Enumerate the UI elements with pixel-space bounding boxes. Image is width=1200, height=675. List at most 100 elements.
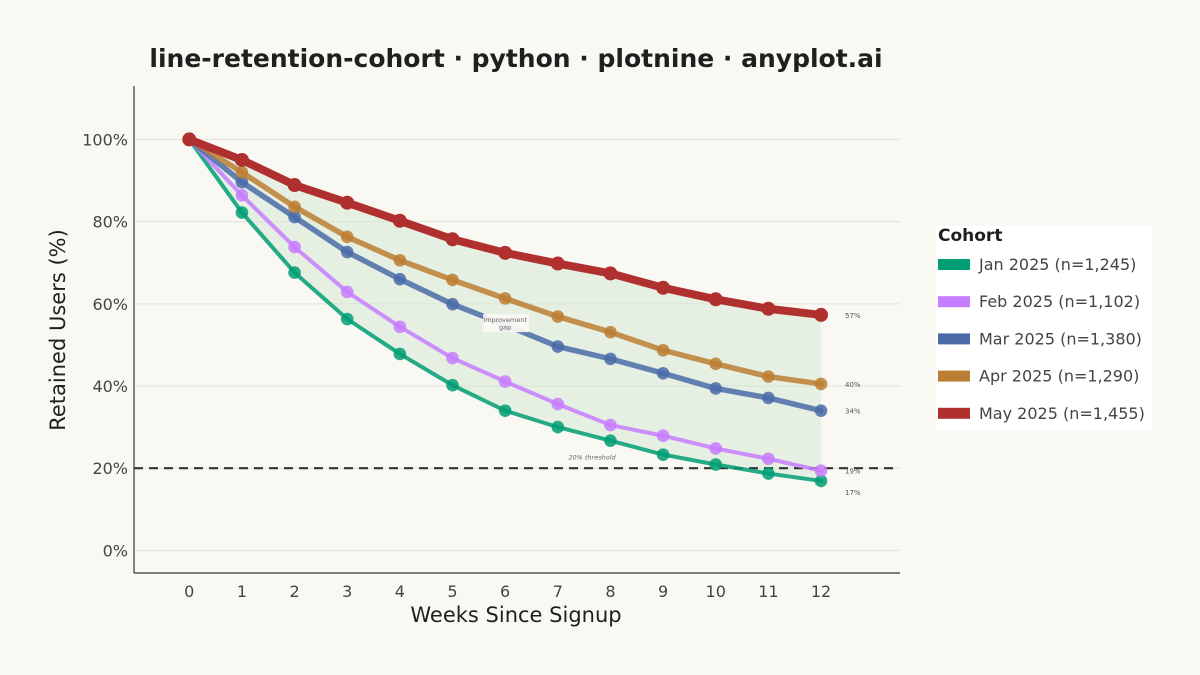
series-1 [182, 133, 828, 477]
series-3-point-9 [656, 343, 670, 357]
y-tick-label: 80% [92, 213, 128, 232]
series-1-point-1 [235, 189, 249, 202]
series-0-point-11 [762, 467, 775, 480]
series-1-point-3 [340, 285, 354, 299]
x-tick-label: 7 [553, 582, 563, 601]
series-0-point-12 [814, 474, 828, 488]
series-2-point-12 [814, 404, 828, 417]
axes [133, 86, 900, 574]
series-3-point-12 [814, 377, 828, 391]
series-0-point-2 [288, 266, 301, 279]
series-layer [182, 132, 829, 488]
legend-swatch-1 [938, 296, 970, 308]
y-tick-label: 60% [92, 295, 128, 314]
end-labels: 17% 19% 34% 40% 57% [845, 312, 861, 497]
legend-swatch-3 [938, 370, 970, 382]
series-3-point-2 [288, 200, 301, 214]
series-1-point-9 [656, 429, 670, 443]
x-tick-label: 6 [500, 582, 510, 601]
series-1-point-2 [288, 240, 301, 254]
legend-swatch-4 [938, 407, 970, 419]
series-0-point-9 [656, 448, 670, 461]
series-3-point-6 [498, 292, 512, 305]
x-tick-label: 1 [237, 582, 247, 601]
end-label-2: 34% [845, 408, 861, 416]
x-tick-label: 11 [758, 582, 778, 601]
annotation-text-1: Improvement [483, 316, 527, 324]
series-2-point-4 [393, 272, 407, 286]
series-1-point-12 [814, 464, 828, 477]
series-2-point-9 [656, 366, 670, 380]
legend-swatch-2 [938, 333, 970, 345]
y-tick-label: 20% [92, 459, 128, 478]
series-4-point-7 [550, 256, 565, 271]
annotation-text-2: gap [499, 324, 511, 332]
series-4 [182, 132, 829, 322]
end-label-4: 57% [845, 312, 861, 320]
y-tick-label: 0% [103, 541, 128, 560]
y-tick-label: 40% [92, 377, 128, 396]
series-4-point-4 [392, 213, 407, 228]
series-0-point-7 [551, 420, 565, 434]
annotation-box [483, 314, 530, 333]
series-4-point-5 [445, 232, 460, 247]
series-1-point-6 [498, 375, 512, 388]
legend-entry-2: Mar 2025 (n=1,380) [979, 329, 1142, 348]
tick-labels: 0%20%40%60%80%100%0 1 2 3 4 5 6 7 8 9 10 11 12 [82, 130, 831, 601]
series-2-point-8 [604, 352, 617, 366]
legend-background [936, 226, 1152, 431]
series-0 [182, 133, 828, 488]
series-2-point-1 [235, 175, 249, 189]
series-0-point-1 [235, 206, 249, 219]
series-3-point-4 [393, 253, 407, 267]
improvement-band-layer [189, 139, 822, 481]
series-4-point-1 [234, 152, 249, 167]
legend-title: Cohort [938, 226, 1002, 246]
x-tick-label: 3 [342, 582, 352, 601]
y-axis-title: Retained Users (%) [46, 229, 70, 431]
series-3-point-5 [446, 273, 459, 287]
series-0-point-3 [340, 312, 354, 326]
series-4-point-2 [287, 178, 302, 193]
series-4-point-3 [340, 195, 355, 210]
series-1-point-4 [393, 320, 407, 334]
series-0-point-5 [446, 378, 459, 392]
series-4-point-9 [656, 280, 671, 295]
x-tick-label: 4 [395, 582, 405, 601]
series-2-point-11 [762, 391, 775, 405]
series-0-point-8 [604, 434, 617, 447]
series-1-point-11 [762, 452, 775, 466]
threshold-label: 20% threshold [568, 454, 616, 462]
series-2-point-10 [709, 382, 723, 395]
x-tick-label: 5 [447, 582, 457, 601]
series-4-point-8 [603, 266, 618, 281]
series-2-point-5 [446, 297, 459, 311]
series-4-point-12 [814, 307, 829, 322]
series-3-point-11 [762, 370, 775, 383]
series-4-point-11 [761, 301, 776, 316]
x-axis-title: Weeks Since Signup [410, 603, 621, 627]
series-4-point-0 [182, 132, 197, 147]
series-1-point-10 [709, 442, 723, 455]
x-tick-label: 2 [289, 582, 299, 601]
end-label-1: 19% [845, 468, 861, 476]
series-0-point-4 [393, 347, 407, 361]
end-label-3: 40% [845, 381, 861, 389]
series-0-point-6 [498, 404, 512, 417]
improvement-band [189, 139, 822, 481]
end-label-0: 17% [845, 489, 861, 497]
chart-title: line-retention-cohort · python · plotnin… [149, 44, 882, 73]
series-2-point-7 [551, 340, 565, 353]
legend-entry-4: May 2025 (n=1,455) [979, 404, 1145, 423]
series-3-point-8 [604, 325, 617, 339]
series-0-point-10 [709, 458, 723, 471]
legend-swatch-0 [938, 259, 970, 270]
legend: Cohort Jan 2025 (n=1,245) Feb 2025 (n=1,1… [936, 226, 1152, 431]
series-2-point-2 [288, 210, 301, 224]
x-tick-label: 8 [605, 582, 615, 601]
series-1-point-7 [551, 397, 565, 411]
series-2-point-3 [340, 245, 354, 259]
legend-entry-1: Feb 2025 (n=1,102) [979, 292, 1140, 311]
series-3-point-10 [709, 357, 723, 371]
